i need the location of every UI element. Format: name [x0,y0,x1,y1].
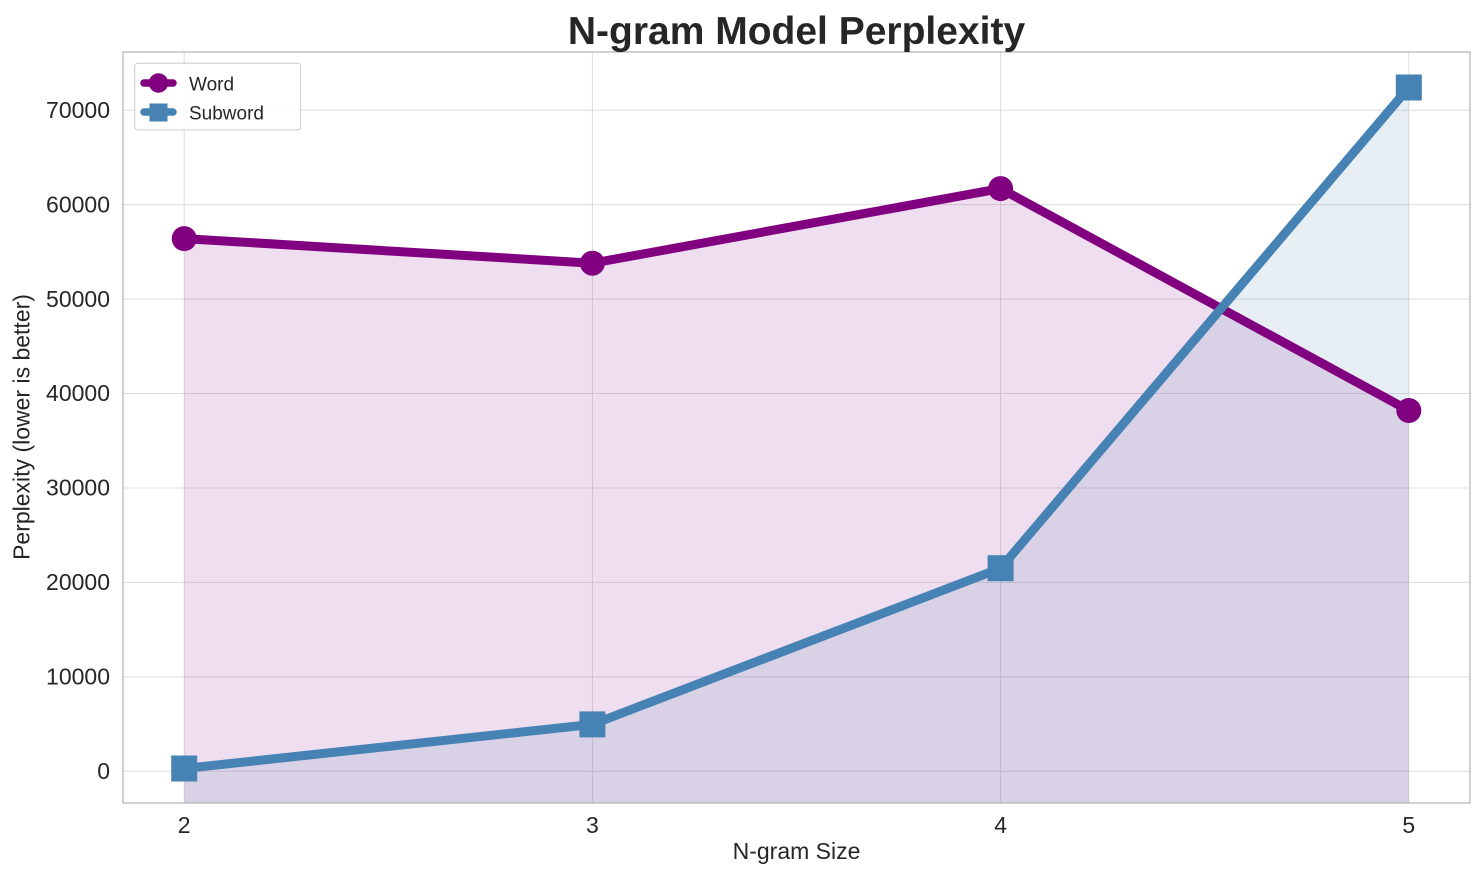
svg-text:40000: 40000 [46,380,110,406]
svg-text:2: 2 [178,812,191,838]
svg-text:50000: 50000 [46,286,110,312]
svg-text:60000: 60000 [46,191,110,217]
svg-text:5: 5 [1402,812,1415,838]
svg-text:20000: 20000 [46,569,110,595]
svg-text:70000: 70000 [46,97,110,123]
svg-text:Subword: Subword [189,104,264,125]
svg-text:0: 0 [97,758,110,784]
svg-text:30000: 30000 [46,475,110,501]
svg-text:Word: Word [189,75,234,96]
svg-text:4: 4 [994,812,1007,838]
svg-text:3: 3 [586,812,599,838]
svg-text:10000: 10000 [46,664,110,690]
